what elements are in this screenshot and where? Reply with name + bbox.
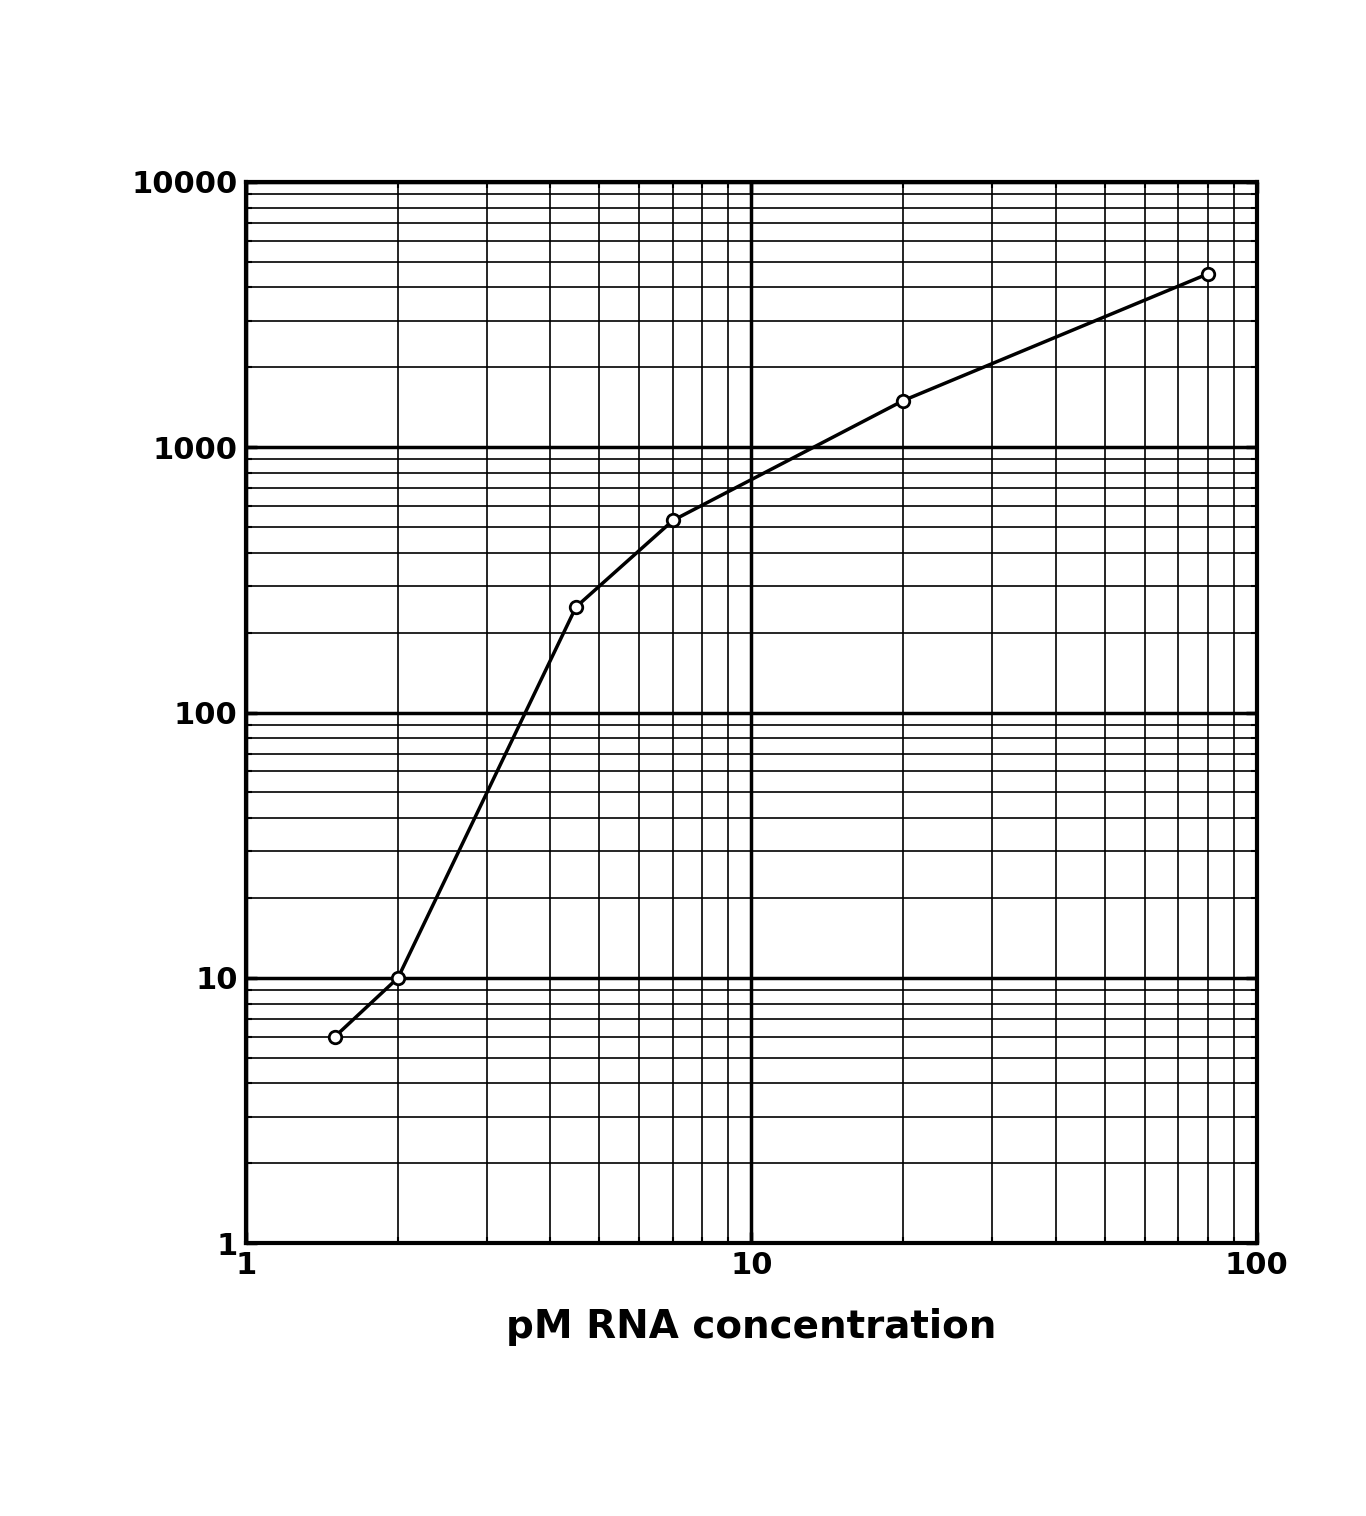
X-axis label: pM RNA concentration: pM RNA concentration <box>507 1308 996 1346</box>
